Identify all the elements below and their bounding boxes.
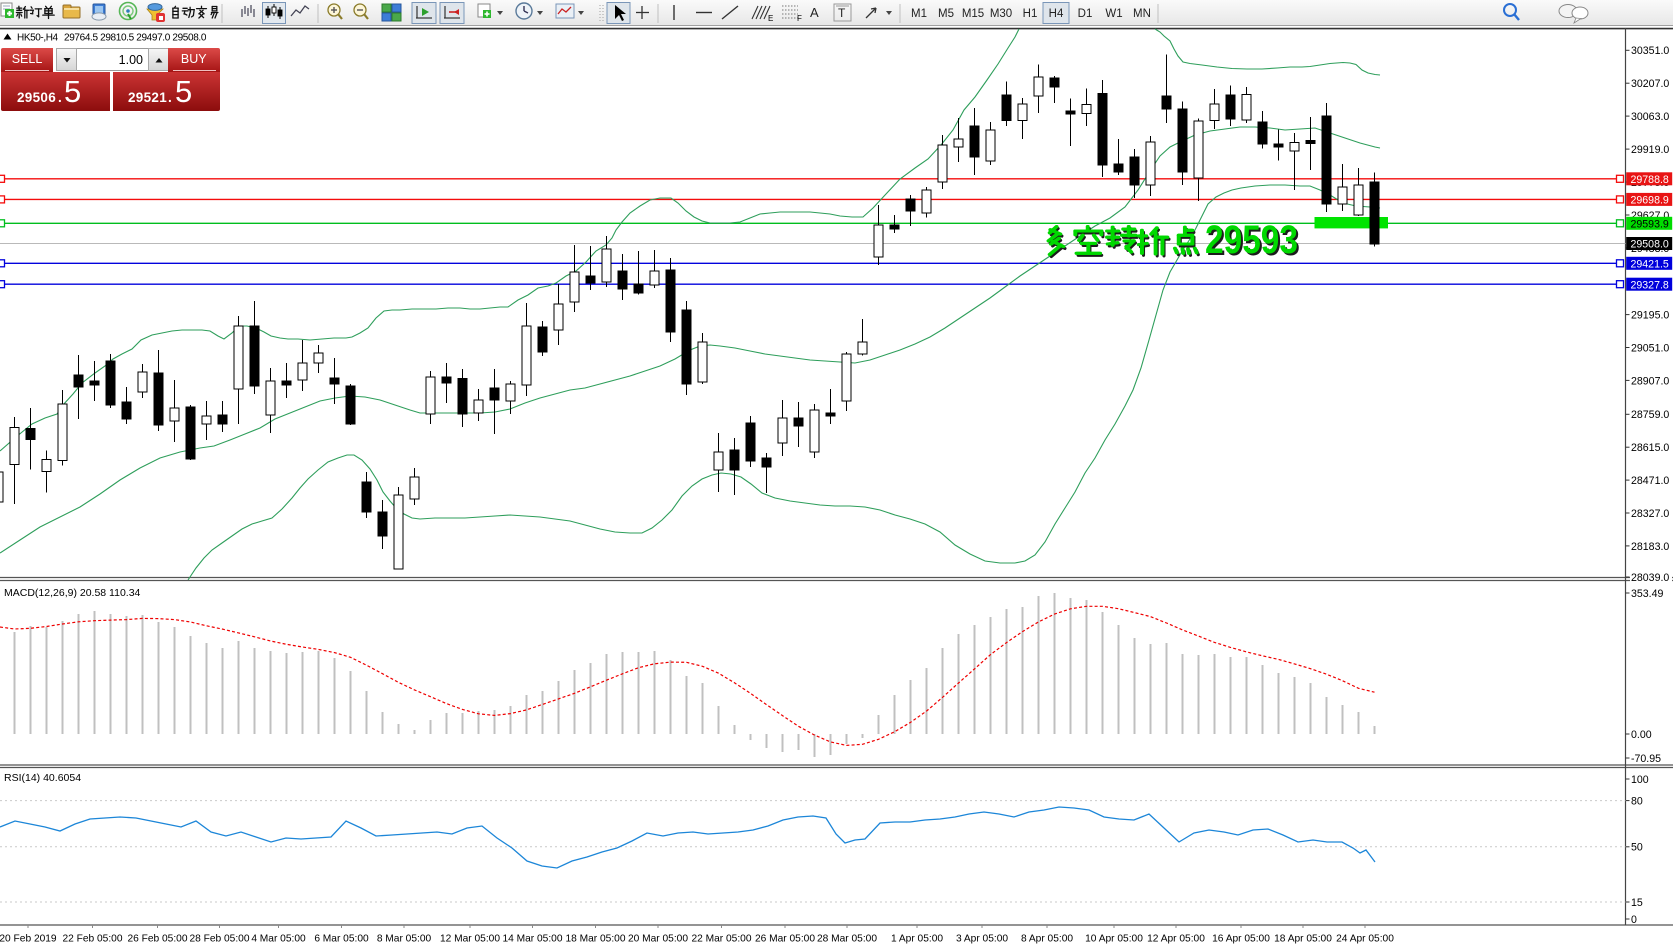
svg-text:D1: D1 <box>1078 8 1093 20</box>
svg-text:F: F <box>797 14 802 23</box>
svg-text:29919.0: 29919.0 <box>1631 144 1669 156</box>
svg-text:MACD(12,26,9) 20.58 110.34: MACD(12,26,9) 20.58 110.34 <box>4 587 141 599</box>
svg-text:22 Feb 05:00: 22 Feb 05:00 <box>62 934 122 945</box>
svg-text:H4: H4 <box>1049 8 1064 20</box>
svg-text:26 Feb 05:00: 26 Feb 05:00 <box>127 934 187 945</box>
svg-text:12 Mar 05:00: 12 Mar 05:00 <box>440 934 500 945</box>
svg-text:100: 100 <box>1631 774 1649 786</box>
svg-text:28471.0: 28471.0 <box>1631 475 1669 487</box>
svg-text:29327.8: 29327.8 <box>1631 279 1669 291</box>
svg-text:28327.0: 28327.0 <box>1631 508 1669 520</box>
svg-text:0: 0 <box>1631 914 1637 926</box>
svg-text:4 Mar 05:00: 4 Mar 05:00 <box>251 934 306 945</box>
svg-text:29764.5 29810.5 29497.0 29508.: 29764.5 29810.5 29497.0 29508.0 <box>64 33 207 44</box>
svg-text:0.00: 0.00 <box>1631 729 1652 741</box>
svg-text:28759.0: 28759.0 <box>1631 409 1669 421</box>
svg-text:28 Mar 05:00: 28 Mar 05:00 <box>817 934 877 945</box>
svg-text:29788.8: 29788.8 <box>1631 174 1669 186</box>
svg-text:20 Mar 05:00: 20 Mar 05:00 <box>628 934 688 945</box>
svg-text:353.49: 353.49 <box>1631 588 1664 600</box>
svg-text:MN: MN <box>1133 8 1151 20</box>
svg-text:T: T <box>838 6 846 20</box>
svg-text:20 Feb 2019: 20 Feb 2019 <box>0 934 57 945</box>
svg-text:28615.0: 28615.0 <box>1631 442 1669 454</box>
svg-text:10 Apr 05:00: 10 Apr 05:00 <box>1085 934 1143 945</box>
svg-text:28907.0: 28907.0 <box>1631 375 1669 387</box>
svg-text:3 Apr 05:00: 3 Apr 05:00 <box>956 934 1008 945</box>
svg-text:14 Mar 05:00: 14 Mar 05:00 <box>502 934 562 945</box>
svg-text:HK50-,H4: HK50-,H4 <box>17 33 59 44</box>
svg-text:RSI(14) 40.6054: RSI(14) 40.6054 <box>4 772 81 784</box>
svg-text:30207.0: 30207.0 <box>1631 78 1669 90</box>
svg-text:29421.5: 29421.5 <box>1631 258 1669 270</box>
svg-text:8 Apr 05:00: 8 Apr 05:00 <box>1021 934 1073 945</box>
svg-text:29593: 29593 <box>1205 218 1298 262</box>
svg-text:29195.0: 29195.0 <box>1631 310 1669 322</box>
svg-text:80: 80 <box>1631 796 1643 808</box>
svg-text:M1: M1 <box>911 8 927 20</box>
svg-text:28183.0: 28183.0 <box>1631 541 1669 553</box>
svg-text:15: 15 <box>1631 897 1643 909</box>
svg-text:29593.9: 29593.9 <box>1631 218 1669 230</box>
svg-text:29593: 29593 <box>1207 220 1300 264</box>
svg-text:50: 50 <box>1631 842 1643 854</box>
svg-text:E: E <box>768 14 773 23</box>
svg-text:18 Apr 05:00: 18 Apr 05:00 <box>1274 934 1332 945</box>
svg-text:28 Feb 05:00: 28 Feb 05:00 <box>189 934 249 945</box>
svg-text:22 Mar 05:00: 22 Mar 05:00 <box>691 934 751 945</box>
svg-text:6 Mar 05:00: 6 Mar 05:00 <box>314 934 369 945</box>
svg-text:30063.0: 30063.0 <box>1631 111 1669 123</box>
svg-text:28039.0: 28039.0 <box>1631 572 1669 584</box>
svg-text:H1: H1 <box>1023 8 1038 20</box>
svg-text:18 Mar 05:00: 18 Mar 05:00 <box>565 934 625 945</box>
svg-text:29051.0: 29051.0 <box>1631 342 1669 354</box>
svg-text:12 Apr 05:00: 12 Apr 05:00 <box>1147 934 1205 945</box>
svg-text:M30: M30 <box>990 8 1012 20</box>
svg-text:1 Apr 05:00: 1 Apr 05:00 <box>891 934 943 945</box>
svg-text:8 Mar 05:00: 8 Mar 05:00 <box>377 934 432 945</box>
svg-text:30351.0: 30351.0 <box>1631 45 1669 57</box>
svg-text:A: A <box>810 5 819 20</box>
svg-text:W1: W1 <box>1105 8 1122 20</box>
svg-text:-70.95: -70.95 <box>1631 753 1661 765</box>
svg-text:26 Mar 05:00: 26 Mar 05:00 <box>755 934 815 945</box>
svg-text:29698.9: 29698.9 <box>1631 195 1669 207</box>
svg-text:16 Apr 05:00: 16 Apr 05:00 <box>1212 934 1270 945</box>
svg-text:M5: M5 <box>938 8 954 20</box>
svg-text:29508.0: 29508.0 <box>1631 239 1669 251</box>
svg-text:24 Apr 05:00: 24 Apr 05:00 <box>1336 934 1394 945</box>
svg-text:M15: M15 <box>962 8 984 20</box>
